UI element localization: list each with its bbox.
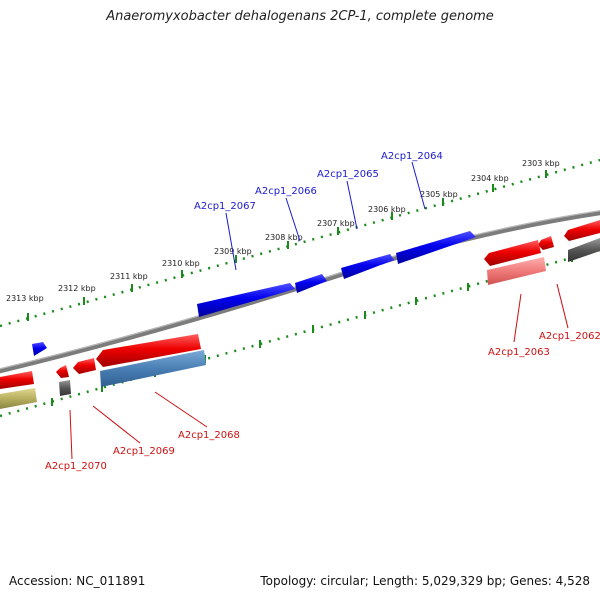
tick-label-2304: 2304 kbp [471, 174, 509, 183]
tick-label-2308: 2308 kbp [265, 233, 303, 242]
forward-strand-genes [32, 231, 476, 356]
upper-scale-major-ticks [27, 170, 547, 321]
gene-small-forward[interactable] [32, 342, 47, 356]
gene-a2cp1-2063[interactable] [484, 240, 541, 266]
label-a2cp1-2063: A2cp1_2063 [488, 347, 550, 358]
olive-feature-left[interactable] [0, 388, 37, 409]
genome-title: Anaeromyxobacter dehalogenans 2CP-1, com… [106, 9, 494, 24]
label-a2cp1-2070: A2cp1_2070 [45, 461, 107, 472]
gene-a2cp1-2064[interactable] [396, 231, 476, 264]
gene-a2cp1-2062[interactable] [564, 220, 600, 241]
genome-backbone [0, 210, 600, 374]
dark-feature-right[interactable] [568, 238, 600, 262]
gene-small-reverse-b[interactable] [0, 371, 34, 389]
genome-summary-text: Topology: circular; Length: 5,029,329 bp… [260, 574, 590, 588]
label-a2cp1-2062: A2cp1_2062 [539, 331, 600, 342]
tick-label-2307: 2307 kbp [317, 219, 355, 228]
label-a2cp1-2067: A2cp1_2067 [194, 201, 256, 212]
tick-label-2305: 2305 kbp [420, 190, 458, 199]
gene-a2cp1-2067[interactable] [197, 283, 295, 317]
label-a2cp1-2069: A2cp1_2069 [113, 446, 175, 457]
label-a2cp1-2066: A2cp1_2066 [255, 186, 317, 197]
accession-text: Accession: NC_011891 [9, 574, 146, 588]
upper-scale-line [0, 158, 600, 328]
tick-label-2306: 2306 kbp [368, 205, 406, 214]
label-a2cp1-2068: A2cp1_2068 [178, 430, 240, 441]
tick-label-2311: 2311 kbp [110, 272, 148, 281]
gene-a2cp1-2070[interactable] [56, 365, 69, 378]
gene-small-reverse-a[interactable] [538, 236, 554, 250]
tick-label-2303: 2303 kbp [522, 159, 560, 168]
tick-label-2313: 2313 kbp [6, 294, 44, 303]
label-a2cp1-2065: A2cp1_2065 [317, 169, 379, 180]
cds-feature-2068[interactable] [100, 350, 206, 387]
dark-feature-left[interactable] [59, 380, 71, 396]
label-leader-lines [69, 161, 569, 460]
gene-a2cp1-2068[interactable] [96, 334, 201, 367]
feature-tracks [0, 238, 600, 409]
tick-label-2310: 2310 kbp [162, 259, 200, 268]
gene-a2cp1-2065[interactable] [341, 254, 394, 279]
tick-label-2312: 2312 kbp [58, 284, 96, 293]
reverse-strand-genes [0, 220, 600, 389]
label-a2cp1-2064: A2cp1_2064 [381, 151, 443, 162]
gene-a2cp1-2069[interactable] [73, 358, 96, 374]
gene-a2cp1-2066[interactable] [295, 274, 327, 293]
rna-feature-2063[interactable] [487, 257, 546, 285]
